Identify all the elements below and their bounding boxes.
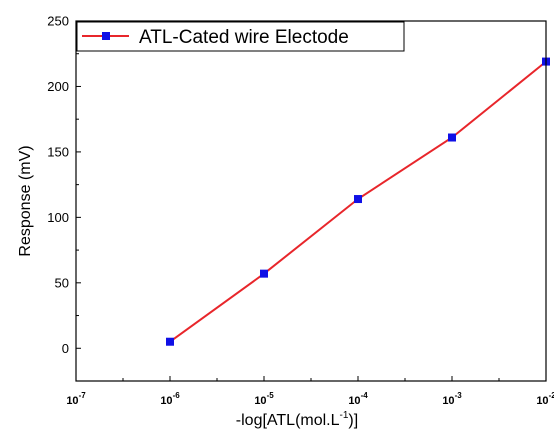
y-axis-title: Response (mV) bbox=[17, 145, 34, 256]
x-axis-title-superscript: -1 bbox=[340, 410, 349, 421]
x-tick-label: 10-5 bbox=[254, 391, 274, 407]
plot-frame bbox=[75, 20, 547, 382]
x-tick-label: 10-4 bbox=[348, 391, 368, 407]
legend-label: ATL-Cated wire Electode bbox=[139, 27, 349, 48]
x-tick-label: 10-3 bbox=[442, 391, 462, 407]
x-tick-labels: 10-7 10-6 10-5 10-4 10-3 10-2 bbox=[66, 391, 554, 407]
y-tick-label: 50 bbox=[55, 275, 69, 290]
x-tick-label: 10-7 bbox=[66, 391, 86, 407]
data-point bbox=[166, 337, 174, 346]
series-layer bbox=[166, 57, 550, 346]
axis-ticks bbox=[75, 20, 547, 382]
y-tick-labels: 0 50 100 150 200 250 bbox=[47, 14, 69, 356]
y-tick-label: 250 bbox=[47, 14, 69, 29]
legend: ATL-Cated wire Electode bbox=[76, 21, 405, 52]
y-tick-label: 100 bbox=[47, 210, 69, 225]
x-tick-label: 10-6 bbox=[160, 391, 180, 407]
data-point bbox=[260, 269, 268, 278]
legend-marker-swatch bbox=[102, 32, 110, 40]
y-tick-label: 150 bbox=[47, 144, 69, 159]
x-axis-title-main: -log[ATL(mol.L bbox=[236, 412, 340, 429]
x-axis-title-suffix: )] bbox=[348, 412, 358, 429]
x-tick-label: 10-2 bbox=[536, 391, 554, 407]
legend-box bbox=[76, 21, 405, 52]
data-point bbox=[448, 133, 456, 142]
y-tick-label: 0 bbox=[62, 341, 69, 356]
data-point bbox=[354, 195, 362, 204]
x-axis-title: -log[ATL(mol.L-1)] bbox=[236, 410, 358, 429]
y-tick-label: 200 bbox=[47, 79, 69, 94]
